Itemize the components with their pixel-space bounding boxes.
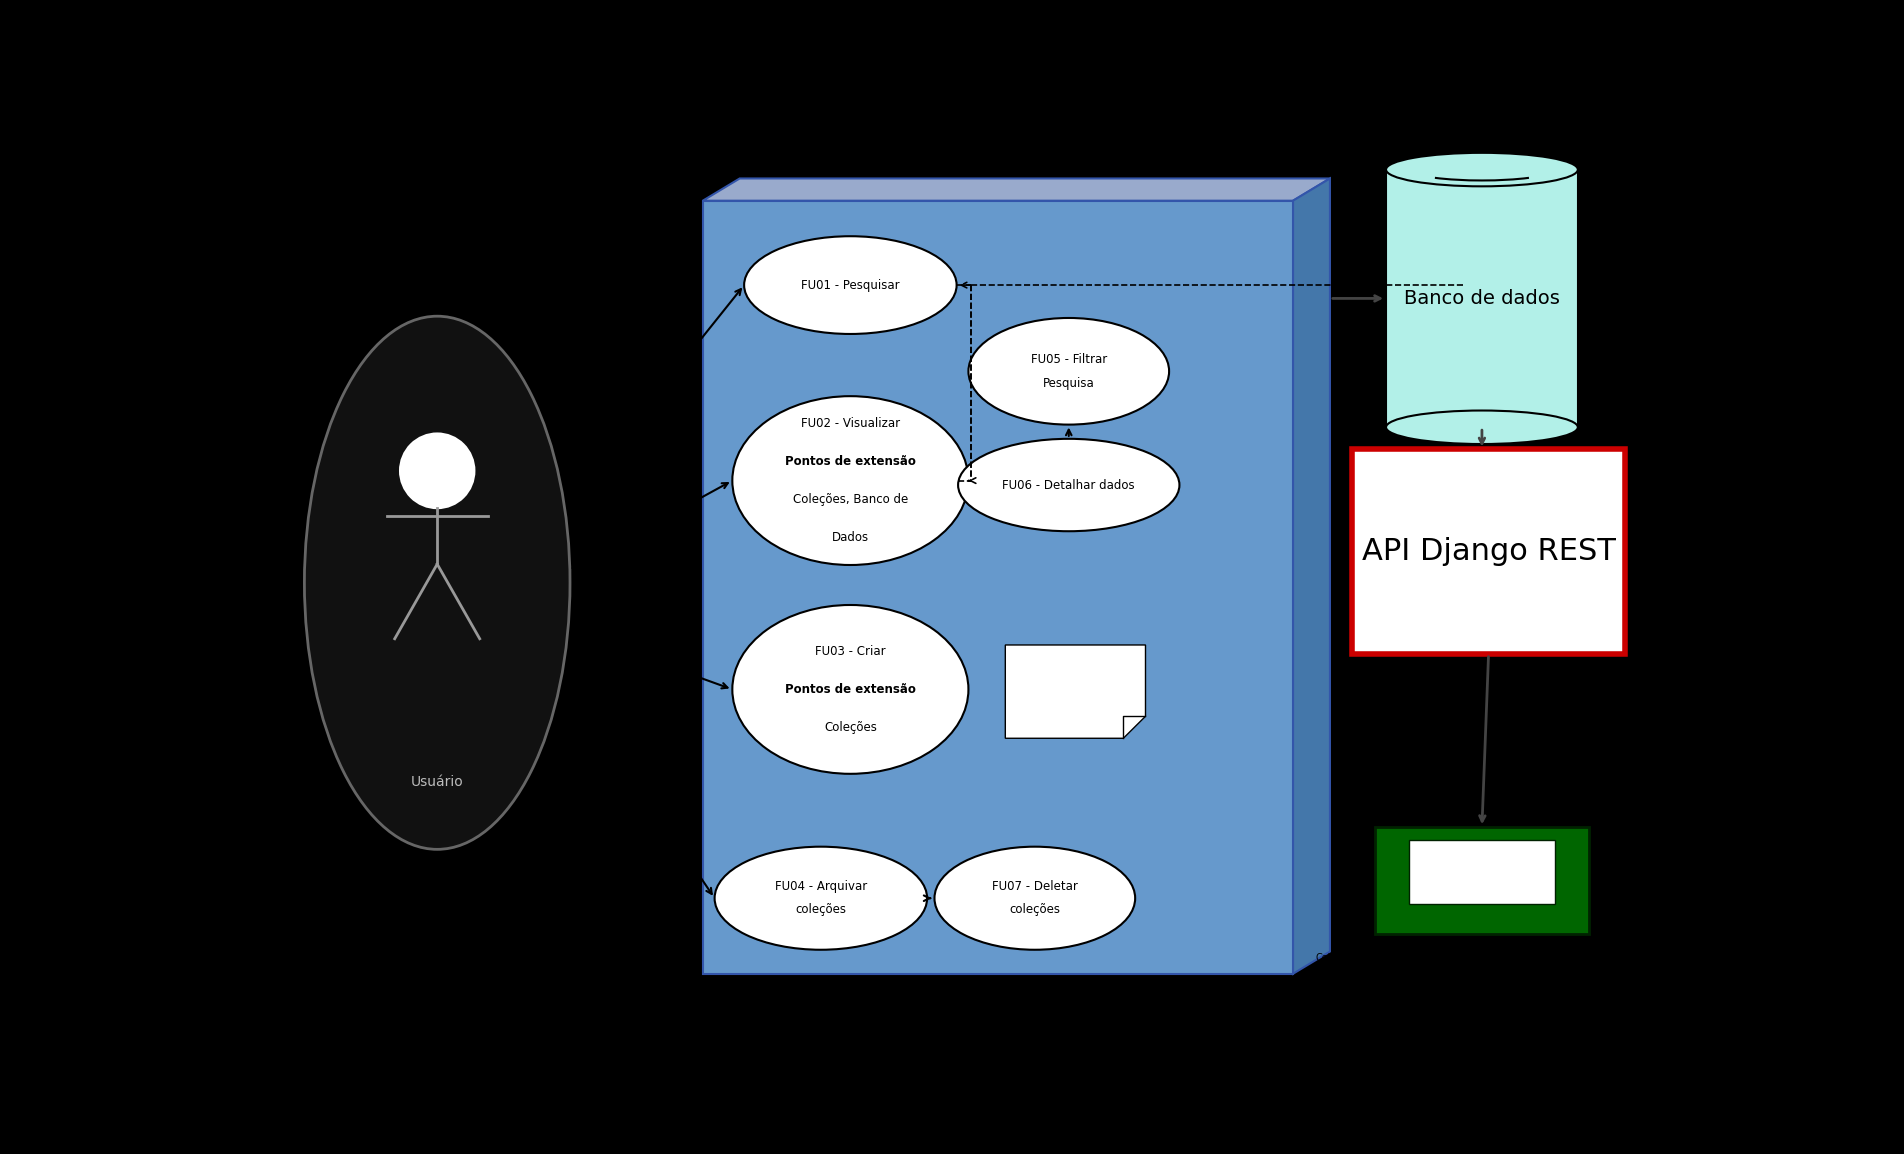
- Ellipse shape: [958, 439, 1179, 531]
- Ellipse shape: [969, 319, 1169, 425]
- FancyBboxPatch shape: [1409, 840, 1556, 904]
- Text: API Django REST: API Django REST: [1361, 537, 1615, 567]
- Text: Dados: Dados: [832, 531, 868, 544]
- Polygon shape: [703, 179, 1331, 201]
- Ellipse shape: [400, 434, 474, 508]
- Text: FU01 - Pesquisar: FU01 - Pesquisar: [802, 278, 901, 292]
- Text: coleções: coleções: [1009, 904, 1061, 916]
- Ellipse shape: [935, 847, 1135, 950]
- Text: FU06 - Detalhar dados: FU06 - Detalhar dados: [1002, 479, 1135, 492]
- Text: FU05 - Filtrar: FU05 - Filtrar: [1030, 353, 1106, 366]
- Ellipse shape: [744, 237, 956, 334]
- Text: Coleções: Coleções: [824, 721, 878, 734]
- Text: Banco de dados: Banco de dados: [1403, 288, 1559, 308]
- Text: coleções: coleções: [796, 904, 847, 916]
- FancyBboxPatch shape: [1375, 827, 1590, 934]
- Text: FU03 - Criar: FU03 - Criar: [815, 645, 885, 658]
- Text: Coleções
podem conter
itens do tipo:
Dashboard, Query
SQL e Perguntas: Coleções podem conter itens do tipo: Das…: [1316, 953, 1405, 1010]
- Ellipse shape: [733, 396, 969, 565]
- Text: Metabase: Metabase: [1478, 9, 1552, 24]
- Text: FU07 - Deletar: FU07 - Deletar: [992, 881, 1078, 893]
- Ellipse shape: [714, 847, 927, 950]
- Text: FU04 - Arquivar: FU04 - Arquivar: [775, 881, 866, 893]
- Text: Pontos de extensão: Pontos de extensão: [784, 455, 916, 469]
- Ellipse shape: [1386, 152, 1578, 186]
- Text: Pesquisa: Pesquisa: [1043, 377, 1095, 390]
- FancyBboxPatch shape: [1352, 449, 1626, 654]
- Polygon shape: [1293, 179, 1331, 974]
- Text: FU02 - Visualizar: FU02 - Visualizar: [802, 417, 901, 430]
- Text: Usuário: Usuário: [411, 774, 463, 788]
- Ellipse shape: [305, 316, 569, 849]
- Text: Pontos de extensão: Pontos de extensão: [784, 683, 916, 696]
- Ellipse shape: [1386, 411, 1578, 444]
- Text: Coleções, Banco de: Coleções, Banco de: [792, 493, 908, 507]
- Polygon shape: [1005, 645, 1146, 739]
- Ellipse shape: [733, 605, 969, 774]
- Polygon shape: [1386, 170, 1578, 427]
- Polygon shape: [703, 201, 1293, 974]
